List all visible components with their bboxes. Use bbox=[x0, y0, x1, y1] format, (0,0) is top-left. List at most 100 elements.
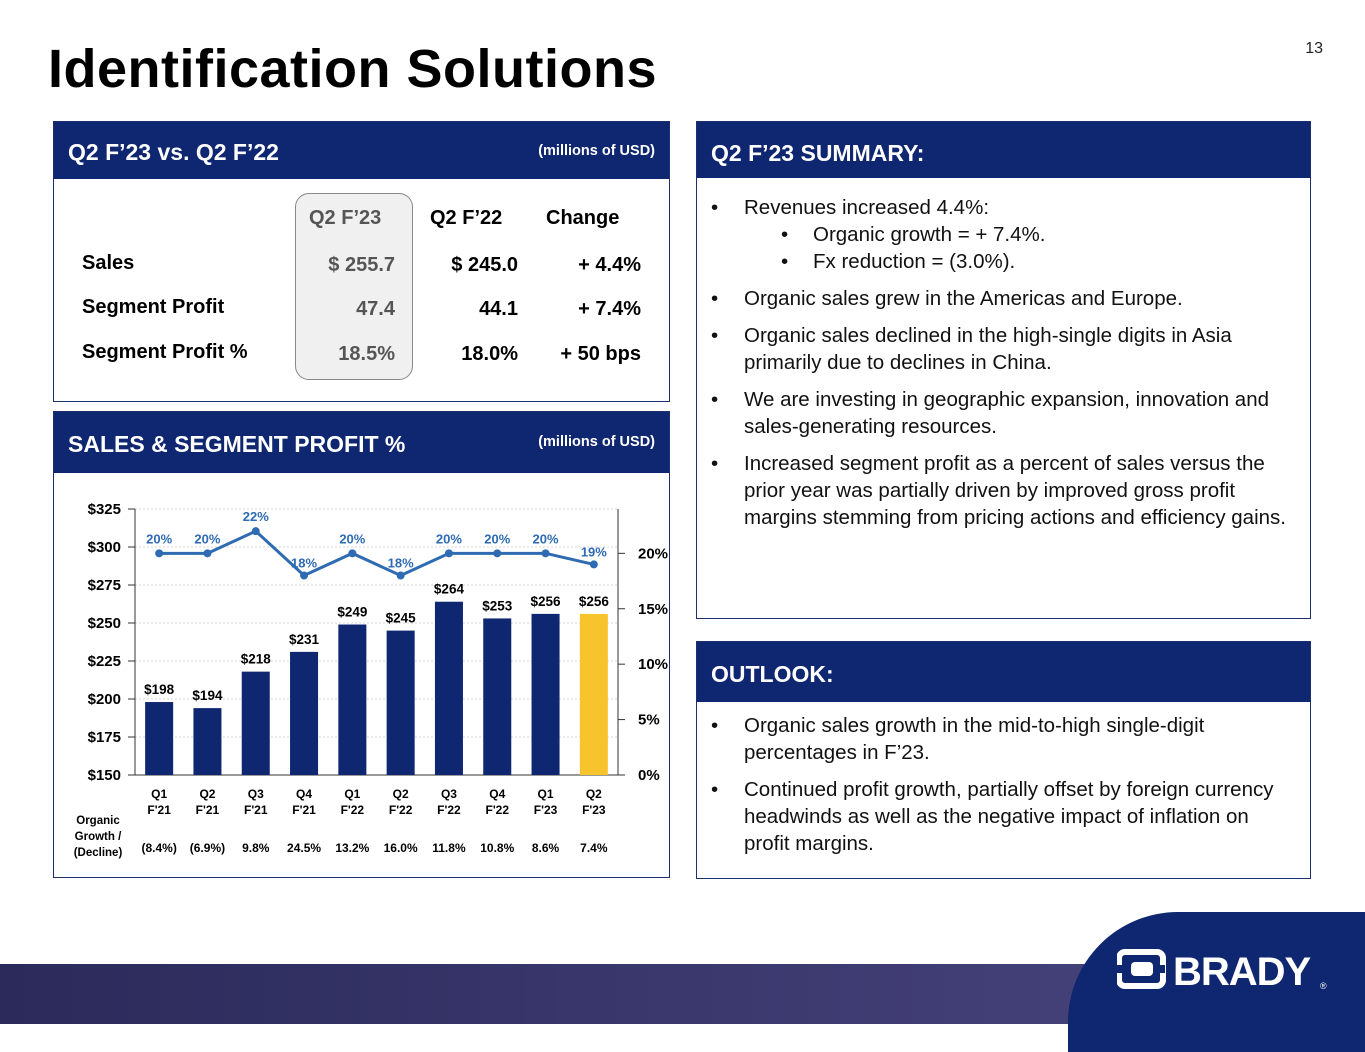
segment-profit-label: 20% bbox=[194, 531, 220, 546]
quarter-label: Q1 bbox=[344, 787, 360, 801]
segment-profit-point bbox=[493, 549, 502, 558]
sales-prior: $ 245.0 bbox=[451, 254, 518, 276]
segment-profit-label: 18% bbox=[388, 556, 414, 571]
right-axis-tick-label: 20% bbox=[638, 545, 668, 562]
quarter-label: Q4 bbox=[489, 787, 505, 801]
comparison-unit: (millions of USD) bbox=[538, 143, 655, 159]
brady-logo: BRADY ® bbox=[1117, 949, 1327, 992]
left-axis-tick-label: $325 bbox=[88, 501, 121, 518]
organic-growth-value: 16.0% bbox=[384, 841, 418, 855]
sales-bar bbox=[483, 618, 512, 775]
segment-profit-point bbox=[396, 571, 405, 580]
quarter-label: Q3 bbox=[441, 787, 457, 801]
summary-panel: Q2 F’23 SUMMARY: Revenues increased 4.4%… bbox=[696, 121, 1311, 619]
organic-growth-row-label: Organic bbox=[76, 815, 120, 827]
brady-logo-text: BRADY bbox=[1173, 950, 1312, 992]
sales-bar-label: $253 bbox=[482, 598, 513, 613]
fiscal-year-label: F'23 bbox=[582, 803, 606, 817]
summary-heading: Q2 F’23 SUMMARY: bbox=[711, 140, 925, 166]
row-label-segment-profit: Segment Profit bbox=[82, 296, 225, 318]
current-quarter-highlight bbox=[295, 193, 413, 380]
sales-bar bbox=[386, 630, 415, 775]
column-header-change: Change bbox=[546, 207, 620, 229]
row-label-segment-profit-pct: Segment Profit % bbox=[82, 341, 248, 363]
outlook-bullet-list: Organic sales growth in the mid-to-high … bbox=[697, 712, 1289, 867]
summary-header: Q2 F’23 SUMMARY: bbox=[697, 122, 1310, 178]
sales-bar-label: $194 bbox=[192, 688, 223, 703]
organic-growth-value: 9.8% bbox=[242, 841, 270, 855]
segment-profit-point bbox=[444, 549, 453, 558]
fiscal-year-label: F'21 bbox=[292, 803, 316, 817]
sales-bar-label: $256 bbox=[531, 594, 562, 609]
brady-mark-icon bbox=[1117, 949, 1166, 989]
summary-sub-bullet: Organic growth = + 7.4%. bbox=[697, 221, 1358, 248]
segment-profit-label: 19% bbox=[581, 544, 607, 559]
fiscal-year-label: F'22 bbox=[437, 803, 461, 817]
summary-bullet-list: Revenues increased 4.4%: Organic growth … bbox=[697, 194, 1358, 541]
outlook-bullet: Continued profit growth, partially offse… bbox=[697, 776, 1289, 857]
page-number: 13 bbox=[1305, 40, 1323, 57]
fiscal-year-label: F'22 bbox=[485, 803, 509, 817]
summary-sub-bullet: Fx reduction = (3.0%). bbox=[697, 248, 1358, 275]
outlook-bullet: Organic sales growth in the mid-to-high … bbox=[697, 712, 1289, 766]
fiscal-year-label: F'21 bbox=[244, 803, 268, 817]
segment-profit-point bbox=[348, 549, 357, 558]
segment-profit-current: 47.4 bbox=[356, 298, 395, 320]
outlook-heading: OUTLOOK: bbox=[711, 661, 834, 687]
left-axis-tick-label: $250 bbox=[88, 615, 121, 632]
sales-bar bbox=[241, 671, 270, 775]
segment-profit-point bbox=[203, 549, 212, 558]
segment-profit-point bbox=[589, 560, 598, 569]
quarter-label: Q1 bbox=[151, 787, 167, 801]
organic-growth-value: 13.2% bbox=[335, 841, 369, 855]
left-axis-tick-label: $275 bbox=[88, 577, 121, 594]
sales-bar-label: $264 bbox=[434, 582, 465, 597]
organic-growth-value: 11.8% bbox=[432, 841, 466, 855]
fiscal-year-label: F'21 bbox=[196, 803, 220, 817]
summary-bullet: Increased segment profit as a percent of… bbox=[697, 450, 1289, 531]
sales-bar-label: $245 bbox=[386, 611, 417, 626]
left-axis-tick-label: $225 bbox=[88, 653, 121, 670]
organic-growth-value: 10.8% bbox=[480, 841, 514, 855]
fiscal-year-label: F'22 bbox=[389, 803, 413, 817]
segment-profit-pct-change: + 50 bps bbox=[560, 343, 641, 365]
sales-chart-panel: SALES & SEGMENT PROFIT % (millions of US… bbox=[53, 411, 670, 878]
sales-chart-header: SALES & SEGMENT PROFIT % (millions of US… bbox=[54, 412, 669, 473]
fiscal-year-label: F'22 bbox=[341, 803, 365, 817]
segment-profit-label: 20% bbox=[484, 531, 510, 546]
organic-growth-value: 8.6% bbox=[532, 841, 560, 855]
segment-profit-label: 20% bbox=[146, 531, 172, 546]
quarter-label: Q4 bbox=[296, 787, 312, 801]
quarter-label: Q2 bbox=[199, 787, 215, 801]
comparison-panel: Q2 F’23 vs. Q2 F’22 (millions of USD) Q2… bbox=[53, 121, 670, 402]
organic-growth-value: 24.5% bbox=[287, 841, 321, 855]
sales-bar bbox=[434, 601, 463, 775]
summary-bullet: Revenues increased 4.4%: bbox=[697, 194, 1289, 221]
quarter-label: Q2 bbox=[393, 787, 409, 801]
segment-profit-pct-current: 18.5% bbox=[338, 343, 395, 365]
sales-bar-label: $218 bbox=[241, 652, 272, 667]
quarter-label: Q2 bbox=[586, 787, 602, 801]
comparison-header: Q2 F’23 vs. Q2 F’22 (millions of USD) bbox=[54, 122, 669, 179]
outlook-header: OUTLOOK: bbox=[697, 642, 1310, 702]
segment-profit-change: + 7.4% bbox=[578, 298, 641, 320]
segment-profit-label: 18% bbox=[291, 556, 317, 571]
segment-profit-label: 20% bbox=[436, 531, 462, 546]
segment-profit-pct-prior: 18.0% bbox=[461, 343, 518, 365]
summary-bullet: Organic sales declined in the high-singl… bbox=[697, 322, 1289, 376]
segment-profit-label: 20% bbox=[339, 531, 365, 546]
sales-profit-chart: $150 $175 $200 $225 $250 $275 $300 $325 0% 5% 10% 1… bbox=[74, 501, 668, 859]
fiscal-year-label: F'23 bbox=[534, 803, 558, 817]
segment-profit-point bbox=[155, 549, 164, 558]
sales-chart-heading: SALES & SEGMENT PROFIT % bbox=[68, 431, 406, 457]
sales-bar bbox=[579, 613, 608, 775]
comparison-table: Q2 F’23 Q2 F’22 Change Sales $ 255.7 $ 2… bbox=[54, 122, 669, 401]
segment-profit-line bbox=[159, 529, 595, 578]
organic-growth-row-label: (Decline) bbox=[74, 847, 123, 859]
left-axis-tick-label: $150 bbox=[88, 767, 121, 784]
outlook-panel: OUTLOOK: Organic sales growth in the mid… bbox=[696, 641, 1311, 879]
right-axis-tick-label: 15% bbox=[638, 601, 668, 618]
right-axis-tick-label: 5% bbox=[638, 712, 660, 729]
organic-growth-value: (8.4%) bbox=[141, 841, 176, 855]
segment-profit-point bbox=[541, 549, 550, 558]
